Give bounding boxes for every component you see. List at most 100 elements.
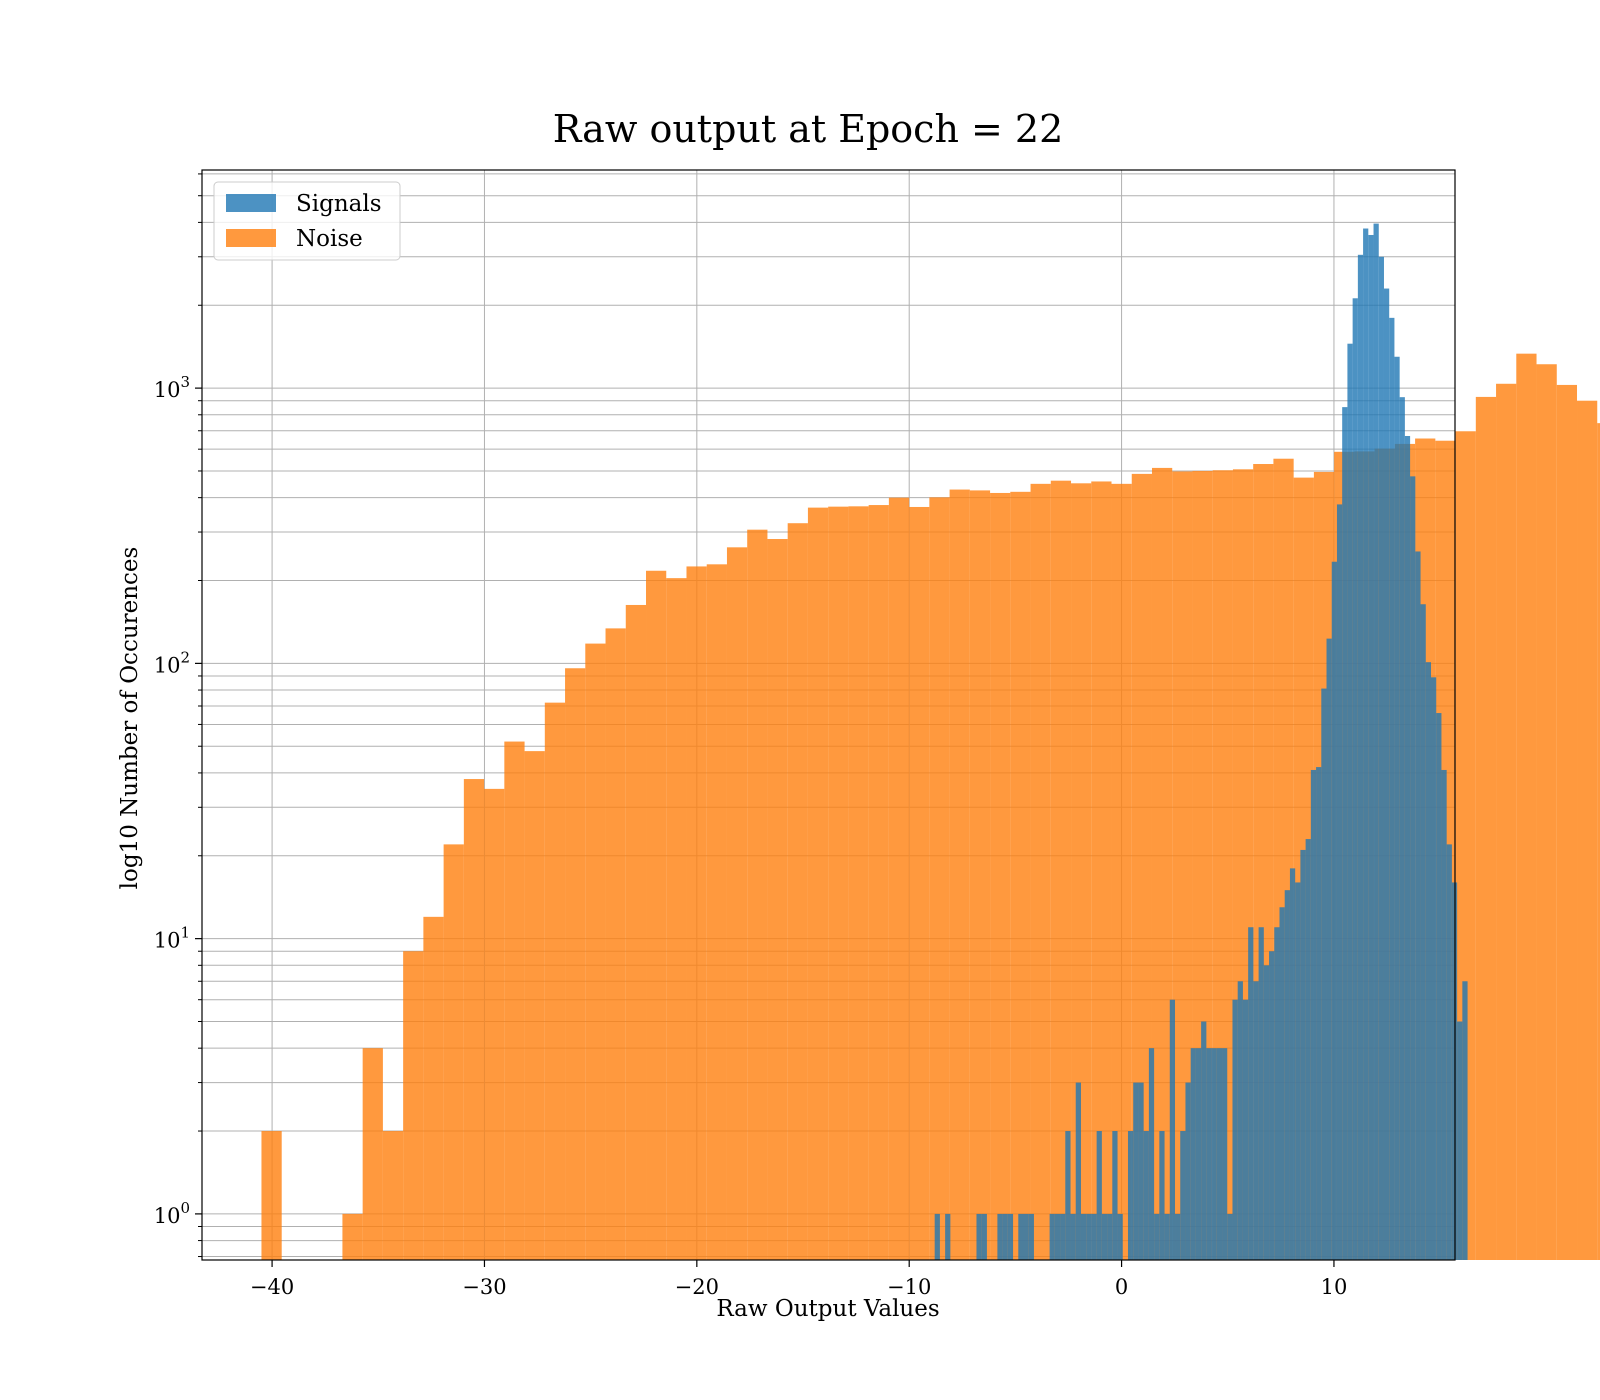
histogram-bar: [1415, 551, 1421, 1260]
histogram-bar: [1159, 1131, 1165, 1260]
y-tick-label: 102: [154, 648, 190, 677]
histogram-bar: [342, 1213, 363, 1260]
histogram-bar: [1446, 844, 1452, 1260]
histogram-bar: [1279, 907, 1285, 1260]
histogram-bar: [909, 506, 930, 1261]
histogram-bar: [1071, 483, 1092, 1260]
histogram-bar: [1107, 1213, 1113, 1260]
histogram-bar: [997, 1213, 1003, 1260]
histogram-bar: [1253, 981, 1259, 1260]
histogram-bar: [686, 566, 707, 1260]
histogram-bar: [888, 497, 910, 1261]
histogram-bar: [1028, 1213, 1034, 1260]
histogram-bar: [1185, 1082, 1191, 1260]
histogram-bar: [423, 916, 444, 1260]
histogram-bar: [1216, 1048, 1223, 1260]
plot-area: [201, 169, 1600, 1261]
histogram-bar: [1112, 1131, 1118, 1260]
histogram-bar: [443, 844, 464, 1260]
histogram-bar: [1475, 396, 1497, 1260]
histogram-bar: [1002, 1213, 1008, 1260]
histogram-bar: [625, 604, 647, 1260]
histogram-bar: [1258, 927, 1264, 1260]
histogram-bar: [1425, 662, 1432, 1260]
histogram-bar: [1030, 483, 1051, 1261]
histogram-bar: [1169, 999, 1176, 1260]
histogram-bar: [1206, 1048, 1212, 1260]
histogram-bar: [1378, 256, 1384, 1260]
histogram-bar: [1383, 288, 1390, 1261]
histogram-bar: [1091, 1213, 1097, 1260]
histogram-bar: [1180, 1131, 1186, 1260]
histogram-bar: [1389, 317, 1395, 1260]
histogram-bar: [1023, 1213, 1029, 1260]
histogram-bar: [1399, 397, 1405, 1261]
histogram-bar: [484, 788, 505, 1260]
histogram-bar: [1436, 713, 1442, 1260]
histogram-bar: [585, 643, 606, 1260]
histogram-bar: [726, 547, 748, 1260]
histogram-bar: [1127, 1131, 1134, 1260]
histogram-bar: [1070, 1213, 1076, 1260]
histogram-bar: [1597, 423, 1600, 1260]
histogram-bar: [1154, 1213, 1160, 1260]
legend-label-signals: Signals: [296, 191, 382, 217]
histogram-bar: [1321, 688, 1327, 1260]
histogram-bar: [1363, 228, 1369, 1260]
histogram-bar: [1190, 1048, 1196, 1260]
histogram-bar: [1050, 480, 1072, 1260]
histogram-bar: [976, 1213, 982, 1260]
histogram-bar: [605, 628, 626, 1260]
legend-swatch-signals: [226, 194, 276, 212]
histogram-bar: [787, 523, 808, 1260]
legend-swatch-noise: [226, 229, 276, 247]
histogram-bar: [1331, 561, 1337, 1260]
histogram-bar: [1131, 473, 1152, 1261]
histogram-bar: [1148, 1048, 1155, 1260]
histogram-bar: [1357, 254, 1364, 1261]
x-tick-label: −30: [462, 1275, 506, 1299]
histogram-bar: [403, 951, 424, 1260]
histogram-bar: [1138, 1082, 1144, 1260]
histogram-bar: [1496, 383, 1517, 1260]
histogram-bar: [1211, 1048, 1217, 1260]
x-tick-label: 0: [1115, 1275, 1128, 1299]
histogram-bar: [1172, 471, 1193, 1260]
legend-label-noise: Noise: [296, 226, 363, 252]
histogram-bar: [1556, 384, 1578, 1260]
histogram-bar: [565, 668, 586, 1260]
x-tick-label: −20: [675, 1275, 719, 1299]
histogram-bar: [261, 1131, 282, 1260]
histogram-bar: [1577, 400, 1598, 1261]
y-tick-label: 103: [154, 373, 190, 402]
histogram-bar: [1086, 1213, 1092, 1260]
x-tick-label: 10: [1321, 1275, 1348, 1299]
histogram-bar: [1065, 1131, 1071, 1260]
histogram-bar: [1151, 467, 1173, 1260]
histogram-bar: [868, 505, 889, 1260]
histogram-bar: [1326, 638, 1332, 1260]
histogram-bar: [1347, 343, 1353, 1260]
histogram-bar: [1054, 1213, 1061, 1260]
histogram-bar: [969, 490, 991, 1260]
histogram-bar: [362, 1048, 383, 1260]
histogram-bar: [1242, 999, 1249, 1260]
histogram-bar: [1420, 604, 1426, 1260]
histogram-bar: [1111, 483, 1132, 1261]
histogram-bar: [767, 539, 788, 1260]
histogram-bar: [929, 497, 950, 1260]
histogram-bar: [504, 741, 525, 1260]
histogram-bar: [1007, 1213, 1014, 1260]
histogram-bar: [1143, 1131, 1149, 1260]
chart-title: Raw output at Epoch = 22: [553, 107, 1064, 151]
histogram-bar: [1222, 1048, 1228, 1260]
histogram-bar: [1091, 481, 1112, 1260]
histogram-bar: [807, 507, 829, 1261]
y-tick-label: 101: [154, 924, 190, 953]
x-tick-label: −10: [887, 1275, 931, 1299]
histogram-bar: [1404, 435, 1411, 1261]
histogram-bar: [1117, 1213, 1123, 1260]
histogram-bar: [1175, 1213, 1181, 1260]
histogram-bar: [848, 506, 869, 1260]
